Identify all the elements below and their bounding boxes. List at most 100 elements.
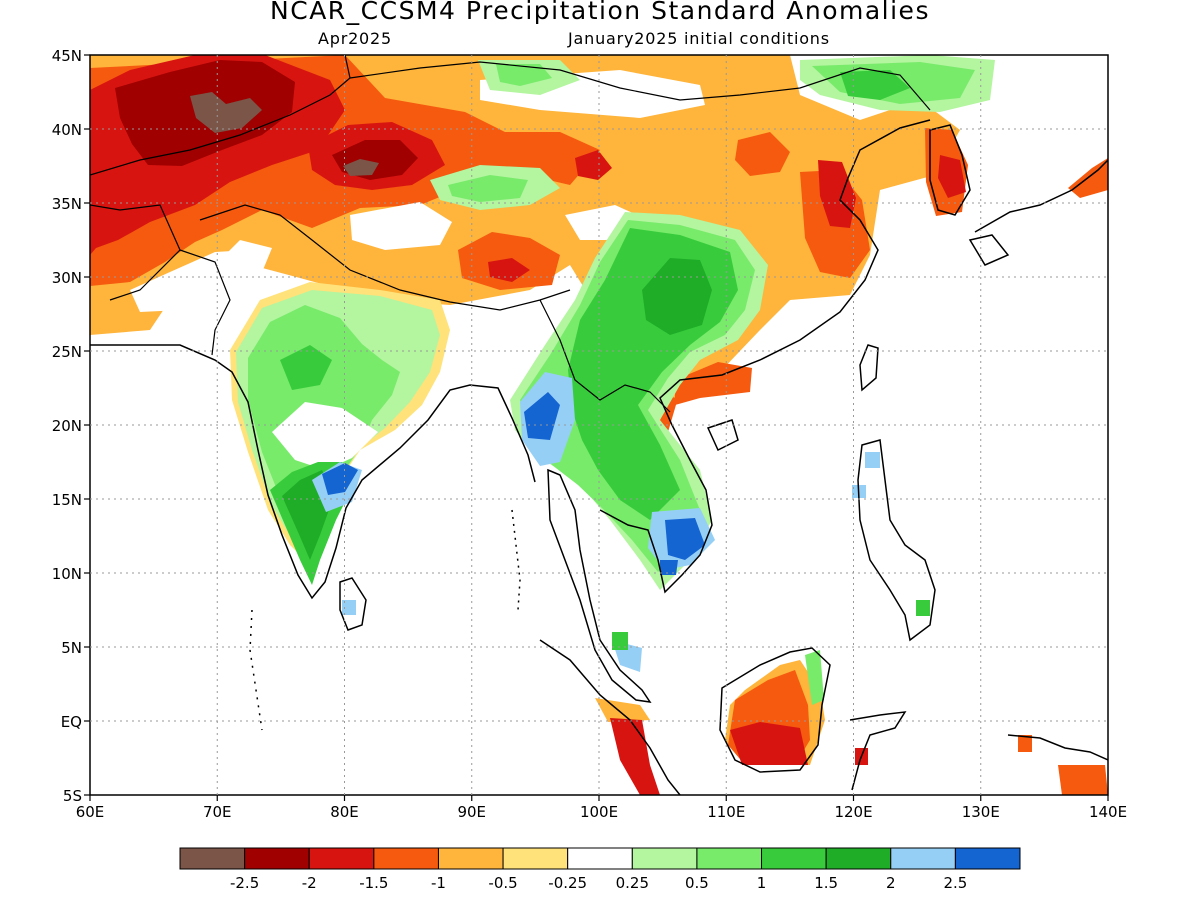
wet-region-philippines-north <box>865 452 880 468</box>
wet-region-cambodia-blue <box>665 518 705 560</box>
colorbar-label: -0.5 <box>488 874 517 892</box>
neutral-zone-india-central <box>272 402 378 470</box>
colorbar-label: 2.5 <box>943 874 967 892</box>
lon-tick-label: 70E <box>203 803 232 821</box>
axis-ticks: 60E 70E 80E 90E 100E 110E 120E 130E 140E 45N 40N 35… <box>52 47 1127 821</box>
initial-conditions: January2025 initial conditions <box>568 29 830 48</box>
neutral-zone-tibet-west <box>350 202 452 250</box>
dry-region-new-guinea <box>1058 765 1108 795</box>
coastline-andaman <box>511 509 521 611</box>
lat-tick-label: 40N <box>52 121 82 139</box>
border-central-asia <box>90 55 351 176</box>
colorbar-swatch <box>696 847 763 870</box>
coastlines <box>90 55 1108 795</box>
graticule <box>90 55 1108 795</box>
colorbar-label: 1 <box>757 874 767 892</box>
neutral-zone-india-northwest <box>205 240 272 300</box>
wet-region-malaysia-green <box>612 632 628 650</box>
lon-tick-label: 130E <box>962 803 1000 821</box>
coastline-borneo <box>719 647 831 773</box>
dry-region-tibet-core <box>488 258 530 282</box>
colorbar-label: -2.5 <box>230 874 259 892</box>
colorbar-label: 2 <box>886 874 896 892</box>
lat-tick-label: 30N <box>52 269 82 287</box>
lon-tick-label: 100E <box>580 803 618 821</box>
coastline-sumatra <box>539 639 681 795</box>
dry-region-korea-core <box>938 155 966 198</box>
wet-region-altai-moderate <box>496 64 552 86</box>
lat-tick-label: 45N <box>52 47 82 65</box>
wet-region-india-blue <box>322 463 358 495</box>
colorbar: -2.5 -2 -1.5 -1 -0.5 -0.25 0.25 0.5 1 1.5 2 2.5 <box>179 847 1021 892</box>
lat-tick-label: 10N <box>52 565 82 583</box>
colorbar-label: -1.5 <box>359 874 388 892</box>
colorbar-label: -2 <box>302 874 317 892</box>
border-china-north <box>349 61 931 111</box>
colorbar-swatch <box>244 847 310 870</box>
colorbar-label: 0.25 <box>616 874 649 892</box>
wet-region-myanmar-blue <box>524 392 560 440</box>
dry-region-mongolia-east <box>735 132 790 176</box>
colorbar-swatch <box>179 847 246 870</box>
coastline-korea <box>929 124 971 216</box>
wet-region-china-core <box>642 258 712 335</box>
colorbar-label: 0.5 <box>685 874 709 892</box>
colorbar-swatch <box>567 847 633 870</box>
lon-tick-label: 60E <box>76 803 105 821</box>
wet-region-central-india <box>280 345 332 390</box>
colorbar-label: -0.25 <box>548 874 587 892</box>
lat-tick-label: 15N <box>52 491 82 509</box>
lat-tick-label: 5S <box>63 787 82 805</box>
forecast-month: Apr2025 <box>318 29 392 48</box>
dry-region-halmahera <box>1018 735 1032 752</box>
dry-region-north-china <box>575 150 612 180</box>
coastline-south-asia <box>90 344 536 600</box>
colorbar-swatch <box>761 847 827 870</box>
coastline-japan <box>974 159 1108 233</box>
lon-tick-label: 80E <box>330 803 359 821</box>
coastline-indochina <box>599 119 931 594</box>
wet-region-mongolia-core <box>840 70 910 100</box>
dry-region-kazakhstan-extreme <box>190 92 262 133</box>
coastline-maldives <box>249 609 263 731</box>
dry-region-sumatra <box>610 718 660 795</box>
dry-region-east-china-core <box>818 160 856 228</box>
border-indochina <box>539 299 671 413</box>
colorbar-swatch <box>890 847 956 870</box>
dry-region-borneo-core <box>730 722 808 765</box>
wet-region-vietnam-south <box>660 560 678 575</box>
lon-tick-label: 120E <box>834 803 872 821</box>
coastline-hainan <box>706 419 739 452</box>
colorbar-swatch <box>954 847 1021 870</box>
colorbar-swatch <box>502 847 569 870</box>
coastline-sulawesi <box>849 711 907 791</box>
colorbar-label: 1.5 <box>814 874 838 892</box>
chart-title: NCAR_CCSM4 Precipitation Standard Anomal… <box>270 0 930 25</box>
lat-tick-label: 20N <box>52 417 82 435</box>
colorbar-label: -1 <box>431 874 446 892</box>
coastline-new-guinea <box>1007 734 1108 761</box>
border-himalaya <box>199 204 571 311</box>
coastline-malay-peninsula <box>547 468 652 703</box>
lat-tick-label: 25N <box>52 343 82 361</box>
wet-region-north-band-moderate <box>448 175 528 202</box>
lat-tick-label: EQ <box>61 713 82 731</box>
lat-tick-label: 5N <box>61 639 82 657</box>
dry-region-tarim-extreme <box>343 159 379 176</box>
coastline-srilanka <box>339 577 367 631</box>
dry-region-sumatra-edge <box>595 698 650 722</box>
colorbar-swatch <box>825 847 892 870</box>
dry-region-south-china <box>675 362 752 405</box>
colorbar-swatch <box>373 847 439 870</box>
coastline-philippines <box>857 439 936 642</box>
coastline-japan-south <box>968 234 1010 266</box>
colorbar-swatch <box>308 847 375 870</box>
wet-region-philippines-mindanao <box>916 600 930 616</box>
border-india-pakistan <box>179 249 231 356</box>
lon-tick-label: 140E <box>1089 803 1127 821</box>
anomaly-field <box>90 55 1108 795</box>
border-iran-afghanistan <box>90 204 181 301</box>
lon-tick-label: 90E <box>457 803 486 821</box>
colorbar-swatch <box>631 847 698 870</box>
